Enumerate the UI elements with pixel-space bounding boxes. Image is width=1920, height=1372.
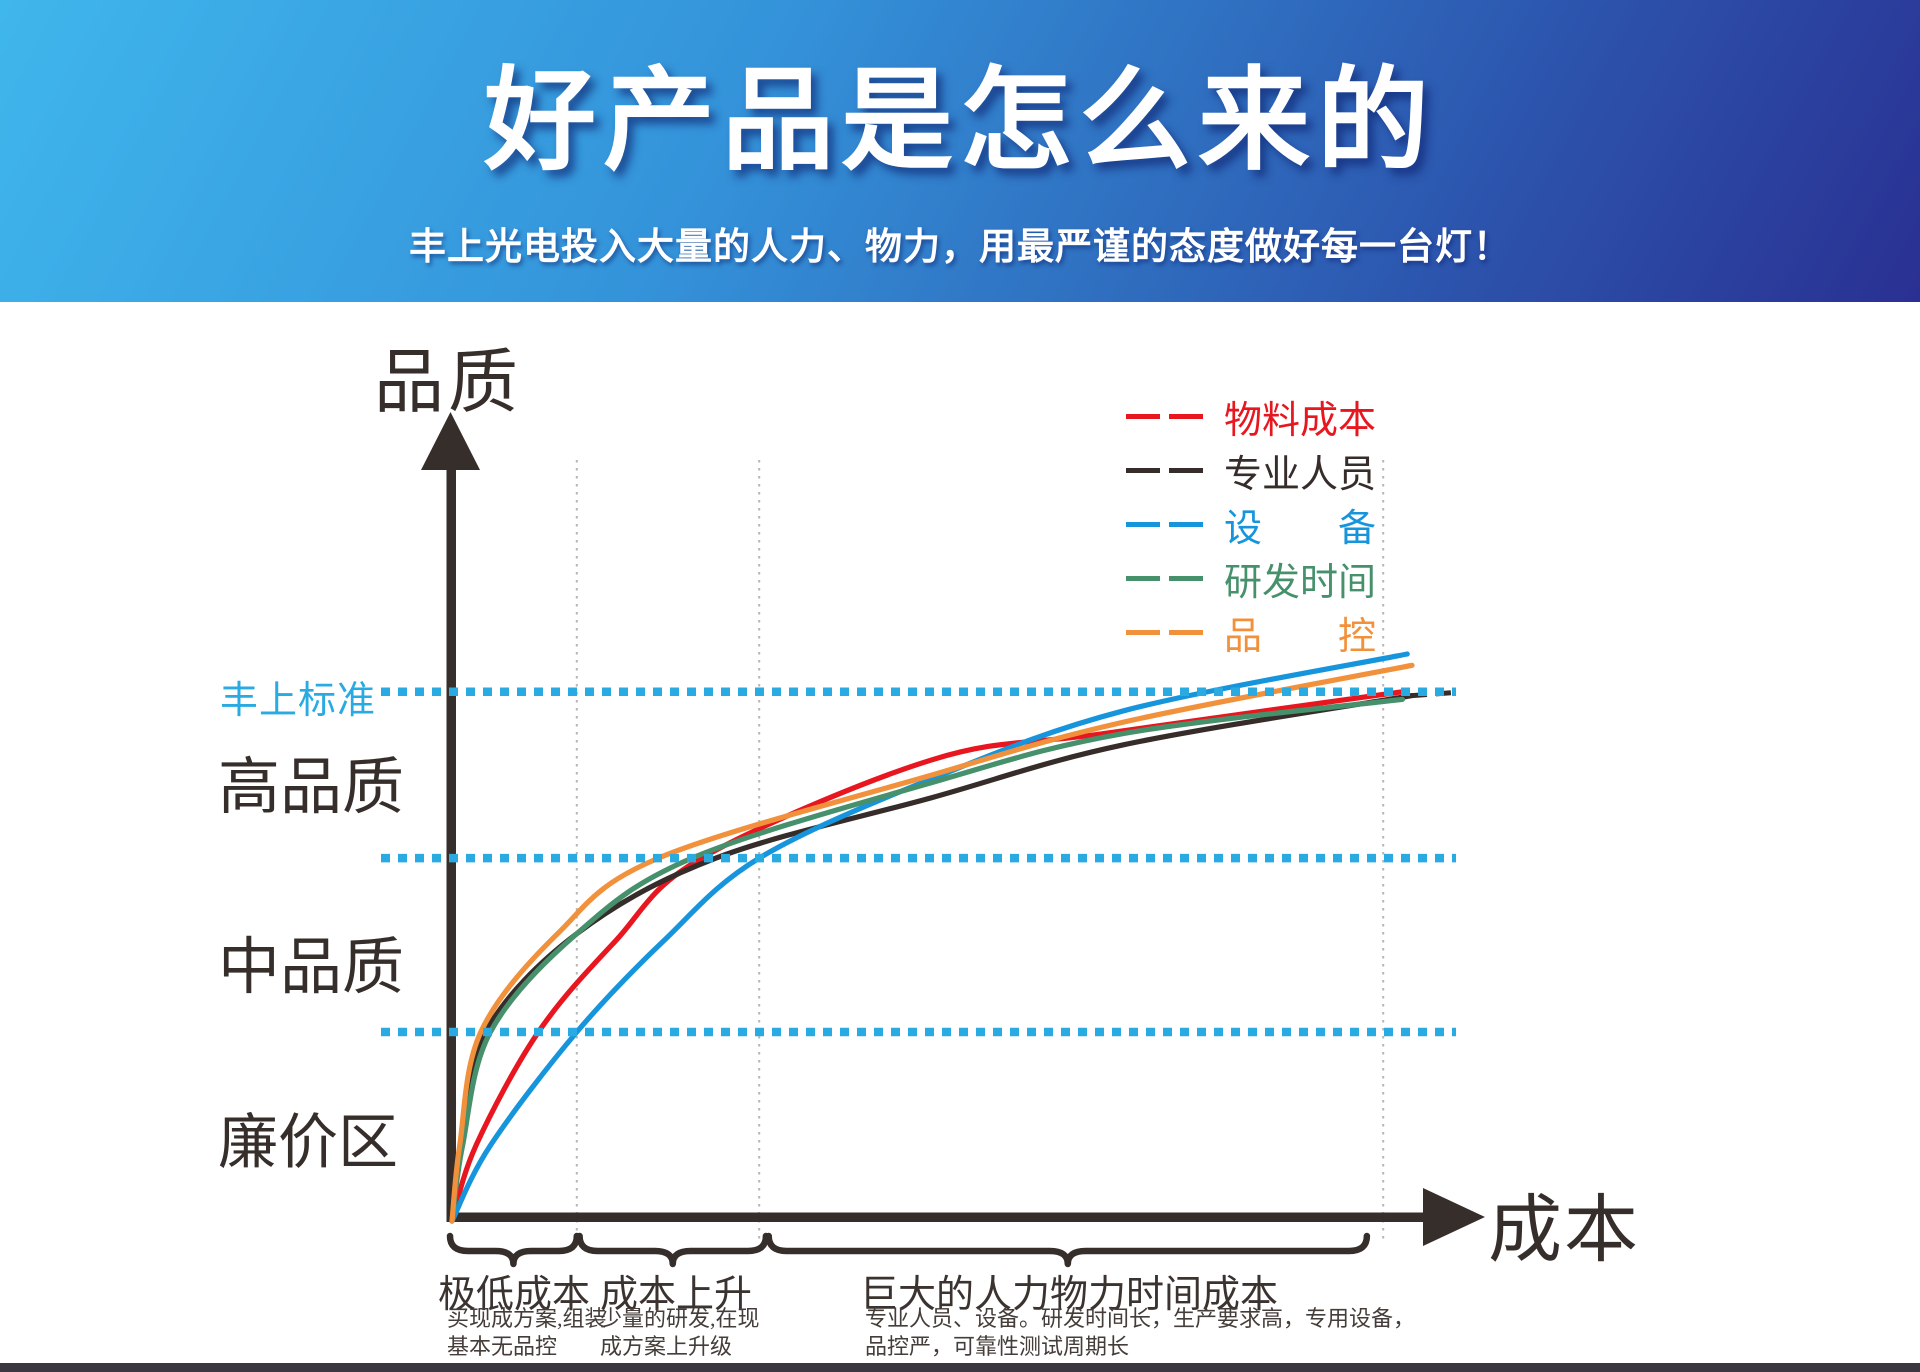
equipment-dash-icon — [1126, 521, 1203, 527]
brace-very-low-cost — [446, 1232, 581, 1268]
desc-line: 品控严，可靠性测试周期长 — [865, 1334, 1130, 1359]
header-banner — [0, 0, 1920, 302]
zone-label-high-quality: 高品质 — [218, 754, 405, 822]
zone-label-cheap: 廉价区 — [218, 1110, 398, 1176]
desc-line: 成方案上升级 — [600, 1334, 733, 1359]
equipment-curve — [449, 651, 1410, 1224]
x-axis-arrow-icon — [1423, 1188, 1485, 1246]
segment-desc-cost-rising: 少量的研发,在现 成方案上升级 — [600, 1305, 760, 1361]
x-axis-line — [446, 1212, 1427, 1222]
zone-label-mid-quality: 中品质 — [218, 934, 405, 1002]
brace-cost-rising — [576, 1232, 770, 1268]
legend-label: 研发时间 — [1224, 561, 1377, 604]
desc-line: 少量的研发,在现 — [600, 1306, 760, 1331]
legend-item-material-cost: 物料成本 — [1126, 389, 1376, 443]
brace-huge-cost — [765, 1232, 1371, 1268]
legend-item-professionals: 专业人员 — [1126, 443, 1376, 497]
quality-control-curve — [449, 662, 1415, 1224]
professionals-dash-icon — [1126, 467, 1203, 473]
footer-bar — [0, 1363, 1920, 1372]
legend-item-equipment: 设 备 — [1126, 497, 1376, 551]
rnd-time-dash-icon — [1126, 575, 1203, 581]
legend-label: 设 备 — [1224, 507, 1377, 550]
standard-line-label: 丰上标准 — [220, 680, 377, 722]
y-axis-label: 品质 — [374, 345, 522, 422]
material-cost-dash-icon — [1126, 413, 1203, 419]
segment-label-very-low-cost: 极低成本 — [437, 1274, 590, 1316]
y-axis-line — [446, 468, 456, 1222]
desc-line: 专业人员、设备。研发时间长，生产要求高，专用设备， — [865, 1306, 1416, 1331]
desc-line: 买现成方案,组装 — [447, 1306, 607, 1331]
y-axis-arrow-icon — [421, 412, 480, 470]
quality-control-dash-icon — [1126, 629, 1203, 635]
segment-desc-huge-cost: 专业人员、设备。研发时间长，生产要求高，专用设备， 品控严，可靠性测试周期长 — [865, 1305, 1415, 1361]
legend-item-rnd-time: 研发时间 — [1126, 551, 1376, 605]
x-axis-label: 成本 — [1488, 1190, 1640, 1272]
legend: 物料成本 专业人员 设 备 研发时间 品 控 — [1126, 389, 1376, 659]
segment-desc-very-low-cost: 买现成方案,组装 基本无品控 — [447, 1305, 607, 1361]
legend-label: 物料成本 — [1224, 399, 1377, 442]
legend-label: 品 控 — [1224, 615, 1377, 658]
page-subtitle: 丰上光电投入大量的人力、物力，用最严谨的态度做好每一台灯！ — [409, 226, 1511, 267]
page-title: 好产品是怎么来的 — [484, 58, 1436, 183]
segment-label-huge-cost: 巨大的人力物力时间成本 — [860, 1274, 1279, 1316]
desc-line: 基本无品控 — [447, 1334, 558, 1359]
legend-item-quality-control: 品 控 — [1126, 605, 1376, 659]
material-cost-curve — [449, 689, 1405, 1224]
legend-label: 专业人员 — [1224, 453, 1377, 496]
segment-label-cost-rising: 成本上升 — [599, 1274, 752, 1316]
